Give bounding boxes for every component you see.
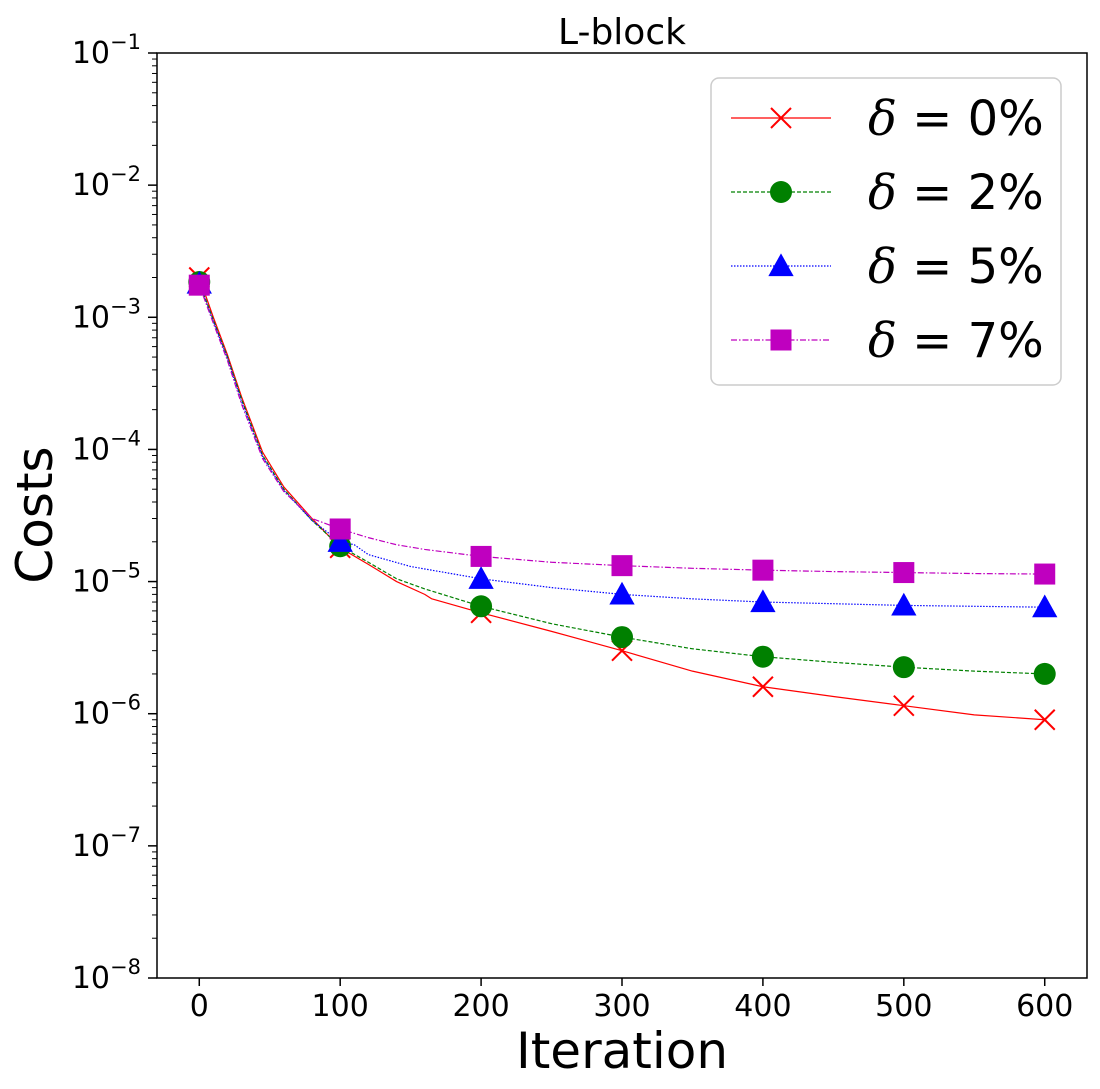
data-point: [1033, 662, 1056, 685]
data-point: [893, 562, 915, 584]
data-point: [611, 626, 633, 649]
data-point: [470, 545, 492, 567]
legend-item: δ = 0%: [731, 91, 1044, 147]
data-point: [893, 694, 915, 717]
x-tick-label: 600: [1016, 989, 1073, 1024]
y-tick-label: 10−6: [72, 691, 141, 732]
axes: 0 100 200 300 400 500 600 10−1 10−2 10−3 10−4 10−5 1…: [72, 30, 1074, 1024]
legend-label: δ = 5%: [868, 239, 1044, 295]
x-tick-label: 100: [312, 989, 369, 1024]
y-tick-label: 10−2: [72, 162, 141, 203]
series-line: [198, 283, 1045, 608]
series-line: [198, 277, 1045, 721]
data-point: [891, 592, 917, 616]
x-tick-label: 0: [190, 989, 209, 1024]
legend-label: δ = 2%: [868, 165, 1044, 221]
y-tick-label: 10−4: [72, 426, 141, 467]
series-3: [188, 274, 1056, 585]
y-tick-label: 10−3: [72, 294, 141, 335]
x-tick-label: 400: [734, 989, 791, 1024]
x-tick-label: 200: [452, 989, 509, 1024]
legend-box: [710, 77, 1062, 386]
legend-item: δ = 2%: [731, 165, 1044, 221]
legend-label: δ = 0%: [868, 91, 1044, 147]
y-tick-label: 10−7: [72, 823, 141, 864]
data-point: [470, 595, 493, 618]
plot-frame: [156, 52, 1088, 979]
data-point: [752, 676, 774, 698]
data-point: [751, 645, 774, 668]
chart-title: L-block: [558, 12, 686, 53]
y-axis-label: Costs: [6, 446, 64, 583]
legend-marker: [770, 107, 792, 129]
data-point: [1034, 709, 1056, 731]
x-tick-label: 300: [593, 989, 650, 1024]
data-point: [609, 581, 635, 605]
legend-marker: [770, 329, 792, 351]
data-point: [329, 518, 351, 540]
x-axis-label: Iteration: [516, 1022, 728, 1080]
legend-marker: [768, 253, 794, 277]
data-point: [1032, 594, 1058, 618]
data-point: [611, 555, 633, 577]
series-line: [198, 281, 1045, 675]
y-tick-label: 10−1: [72, 30, 141, 71]
plot-area: [186, 266, 1058, 731]
data-point: [327, 529, 353, 552]
legend-label: δ = 7%: [868, 313, 1044, 369]
x-tick-label: 500: [875, 989, 932, 1024]
legend-marker: [770, 181, 792, 203]
data-point: [1034, 563, 1056, 585]
legend-item: δ = 7%: [731, 313, 1044, 369]
legend-item: δ = 5%: [731, 239, 1044, 295]
series-1: [188, 270, 1056, 685]
data-point: [188, 274, 210, 296]
legend: δ = 0% δ = 2% δ = 5% δ = 7%: [710, 77, 1062, 386]
data-point: [752, 559, 774, 581]
data-point: [892, 656, 915, 679]
y-tick-label: 10−5: [72, 559, 141, 600]
data-point: [750, 589, 776, 613]
y-tick-label: 10−8: [72, 955, 141, 996]
data-point: [468, 566, 494, 589]
series-line: [198, 284, 1045, 575]
